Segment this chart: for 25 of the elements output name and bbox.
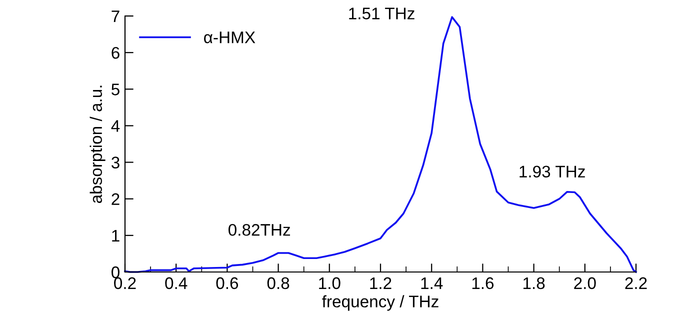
x-tick-label: 1.2: [370, 277, 392, 289]
annotation: 1.51 THz: [349, 8, 414, 20]
x-tick-label: 1.8: [523, 277, 545, 290]
x-tick-label: 0.4: [165, 277, 188, 290]
x-tick-label: 2.2: [625, 277, 647, 289]
x-tick-label: 0.6: [216, 277, 238, 290]
x-tick-label: 0.8: [267, 277, 290, 290]
y-tick-label: 0: [112, 266, 120, 278]
y-tick-label: 7: [112, 10, 120, 22]
x-tick-label: 1.4: [421, 277, 443, 289]
x-tick-label: 1.6: [472, 277, 494, 290]
x-axis-title: frequency / THz: [322, 295, 438, 311]
annotation: 1.93 THz: [520, 166, 585, 178]
y-tick-label: 4: [111, 120, 120, 132]
y-tick-label: 3: [112, 156, 120, 168]
legend-label: α-HMX: [204, 32, 256, 44]
x-tick-label: 1.0: [319, 277, 340, 290]
x-tick-label: 0.2: [114, 277, 136, 290]
x-tick-label: 2.0: [574, 277, 596, 290]
y-tick-label: 5: [112, 84, 120, 96]
y-axis-title: absorption / a.u.: [90, 86, 106, 204]
annotation: 0.82THz: [228, 224, 290, 236]
y-tick-label: 2: [112, 193, 120, 205]
y-tick-label: 1: [112, 230, 120, 242]
y-tick-label: 6: [112, 46, 120, 59]
